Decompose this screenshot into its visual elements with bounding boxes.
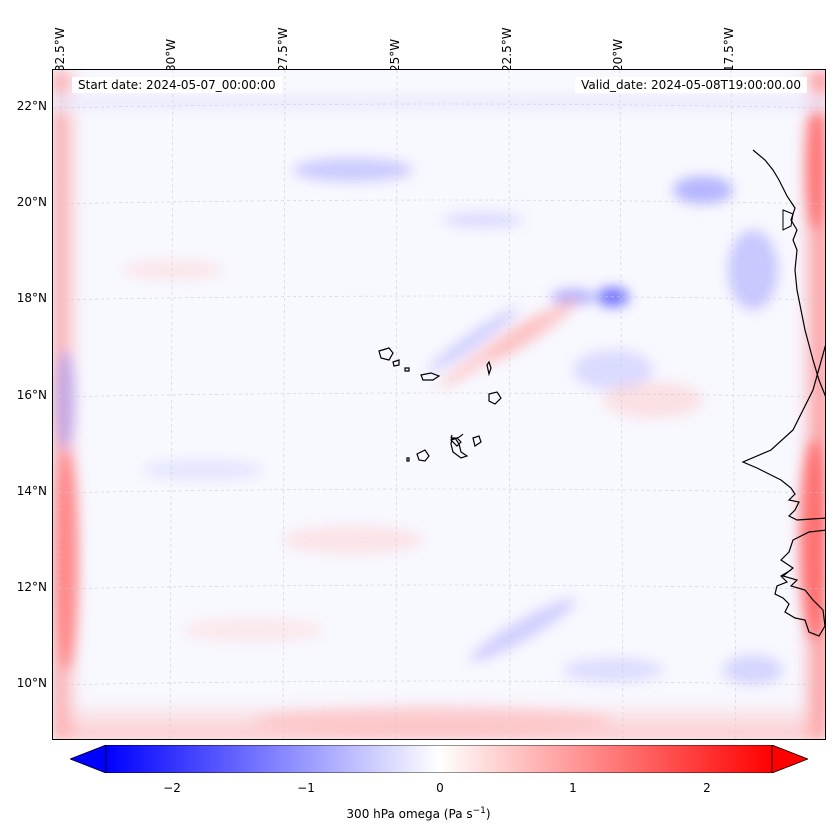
colorbar-label-text: 300 hPa omega (Pa s bbox=[346, 807, 473, 821]
colorbar-label-end: ) bbox=[485, 807, 491, 821]
lat-label-10n: 10°N bbox=[16, 676, 47, 690]
lon-label-27-5w: 27.5°W bbox=[276, 27, 290, 72]
start-date-label: Start date: 2024-05-07_00:00:00 bbox=[72, 77, 282, 93]
colorbar-max-extend bbox=[771, 745, 808, 773]
colorbar-tick-neg1: −1 bbox=[297, 781, 315, 795]
lat-label-16n: 16°N bbox=[16, 388, 47, 402]
colorbar-tick-neg2: −2 bbox=[163, 781, 181, 795]
coastline-island bbox=[782, 209, 794, 231]
colorbar-tick-1: 1 bbox=[569, 781, 577, 795]
lon-label-32-5w: 32.5°W bbox=[53, 27, 67, 72]
colorbar-gradient bbox=[105, 745, 773, 773]
lon-label-17-5w: 17.5°W bbox=[722, 27, 736, 72]
lon-label-25w: 25°W bbox=[388, 38, 402, 72]
colorbar-label: 300 hPa omega (Pa s−1) bbox=[0, 806, 837, 821]
colorbar-tick-2: 2 bbox=[703, 781, 711, 795]
valid-date-label: Valid_date: 2024-05-08T19:00:00.00 bbox=[575, 77, 807, 93]
map-panel bbox=[52, 69, 826, 740]
cape-verde-islands bbox=[378, 347, 502, 462]
lat-label-20n: 20°N bbox=[16, 195, 47, 209]
omega-field-patches bbox=[53, 70, 825, 739]
lon-label-30w: 30°W bbox=[164, 38, 178, 72]
colorbar-tick-0: 0 bbox=[436, 781, 444, 795]
graticule bbox=[53, 70, 825, 739]
colorbar-label-sup: −1 bbox=[472, 806, 486, 816]
omega-field-map bbox=[53, 70, 825, 739]
lon-label-22-5w: 22.5°W bbox=[500, 27, 514, 72]
map-background bbox=[53, 70, 825, 739]
lat-label-12n: 12°N bbox=[16, 580, 47, 594]
colorbar-min-extend bbox=[70, 745, 107, 773]
lat-label-14n: 14°N bbox=[16, 484, 47, 498]
colorbar bbox=[70, 745, 808, 773]
coastline bbox=[741, 344, 825, 637]
coastline-north bbox=[752, 149, 825, 397]
lat-label-18n: 18°N bbox=[16, 291, 47, 305]
lat-label-22n: 22°N bbox=[16, 99, 47, 113]
lon-label-20w: 20°W bbox=[611, 38, 625, 72]
